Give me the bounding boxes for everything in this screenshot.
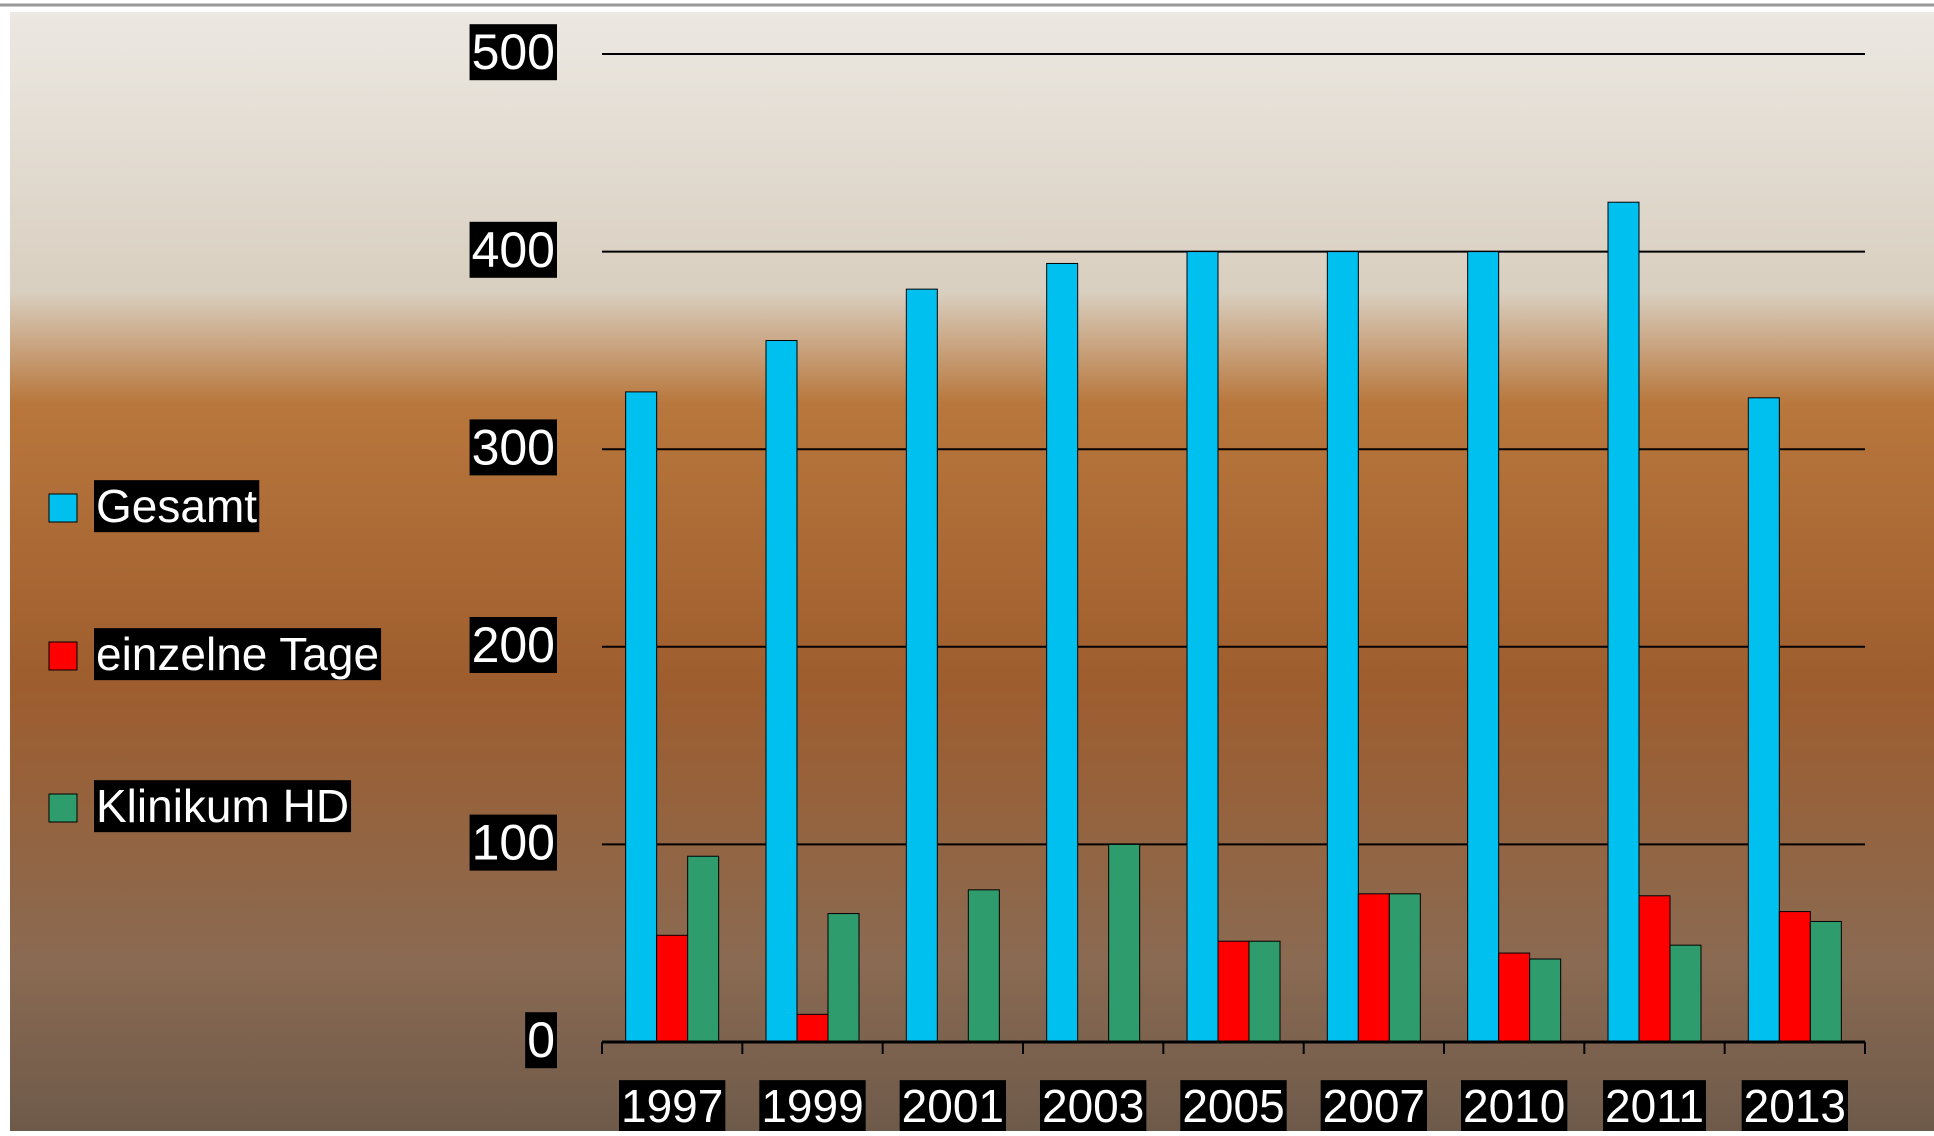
bar [1218, 941, 1249, 1042]
chart: 0 100 200 300 400 500 1997 1999 2001 2003 2005 2007… [0, 0, 1934, 1131]
bar [1530, 959, 1561, 1042]
legend-swatch [49, 642, 77, 670]
bar [1109, 844, 1140, 1042]
x-tick-label-group: 2001 [900, 1080, 1006, 1131]
y-tick-label: 300 [472, 419, 555, 475]
legend-swatch [49, 494, 77, 522]
y-tick-label-group: 300 [470, 419, 557, 475]
bar [968, 890, 999, 1042]
legend-label: Klinikum HD [96, 780, 349, 832]
bar [828, 914, 859, 1042]
x-tick-label: 2005 [1182, 1080, 1284, 1131]
bar [1249, 941, 1280, 1042]
x-tick-label-group: 2007 [1321, 1080, 1427, 1131]
legend-label: Gesamt [96, 480, 257, 532]
bar [688, 856, 719, 1042]
bar [657, 935, 688, 1042]
x-tick-label-group: 2010 [1461, 1080, 1567, 1131]
bar [1639, 896, 1670, 1042]
y-tick-label: 500 [472, 24, 555, 80]
bar [1187, 252, 1218, 1042]
legend-label-group: Gesamt [94, 480, 259, 532]
bar [906, 289, 937, 1042]
bar [1810, 921, 1841, 1042]
bar [1047, 263, 1078, 1042]
x-tick-label: 1999 [761, 1080, 863, 1131]
bar [626, 392, 657, 1042]
x-tick-label-group: 2013 [1742, 1080, 1848, 1131]
legend-label-group: Klinikum HD [94, 780, 351, 832]
bar [1670, 945, 1701, 1042]
y-tick-label-group: 100 [470, 815, 557, 871]
y-tick-label-group: 0 [525, 1012, 557, 1068]
bar [1779, 912, 1810, 1042]
y-tick-label: 0 [527, 1012, 555, 1068]
bar [1499, 953, 1530, 1042]
y-tick-label-group: 500 [470, 24, 557, 80]
bar [1468, 252, 1499, 1042]
bar [1608, 202, 1639, 1042]
bar [1748, 398, 1779, 1042]
y-tick-label: 200 [472, 617, 555, 673]
bar [1327, 252, 1358, 1042]
y-tick-label-group: 400 [470, 222, 557, 278]
x-tick-label: 2007 [1323, 1080, 1425, 1131]
x-tick-label: 2001 [902, 1080, 1004, 1131]
x-tick-label-group: 1997 [619, 1080, 725, 1131]
x-tick-label-group: 2011 [1603, 1080, 1706, 1131]
bar [766, 341, 797, 1042]
x-tick-label: 2003 [1042, 1080, 1144, 1131]
x-tick-label-group: 1999 [759, 1080, 865, 1131]
x-tick-label: 1997 [621, 1080, 723, 1131]
bar [797, 1014, 828, 1042]
bar [1389, 894, 1420, 1042]
x-tick-label-group: 2003 [1040, 1080, 1146, 1131]
bar [1358, 894, 1389, 1042]
y-tick-label-group: 200 [470, 617, 557, 673]
x-tick-label: 2011 [1605, 1080, 1704, 1131]
y-tick-label: 400 [472, 222, 555, 278]
x-tick-label-group: 2005 [1180, 1080, 1286, 1131]
y-tick-label: 100 [472, 815, 555, 871]
legend-label: einzelne Tage [96, 628, 379, 680]
legend-label-group: einzelne Tage [94, 628, 381, 680]
legend-swatch [49, 794, 77, 822]
x-tick-label: 2013 [1744, 1080, 1846, 1131]
x-tick-label: 2010 [1463, 1080, 1565, 1131]
